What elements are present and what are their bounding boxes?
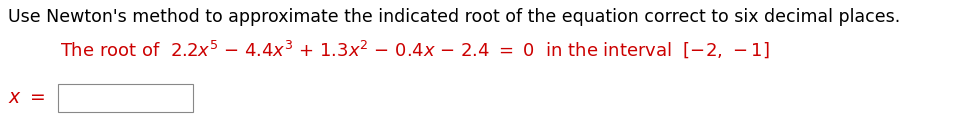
Bar xyxy=(58,84,193,112)
Text: Use Newton's method to approximate the indicated root of the equation correct to: Use Newton's method to approximate the i… xyxy=(8,8,900,26)
Text: $x$ $=$: $x$ $=$ xyxy=(8,88,45,107)
Text: The root of  $2.2x^5$ $-$ $4.4x^3$ $+$ $1.3x^2$ $-$ $0.4x$ $-$ $2.4$ $=$ $0$  in: The root of $2.2x^5$ $-$ $4.4x^3$ $+$ $1… xyxy=(60,38,769,60)
